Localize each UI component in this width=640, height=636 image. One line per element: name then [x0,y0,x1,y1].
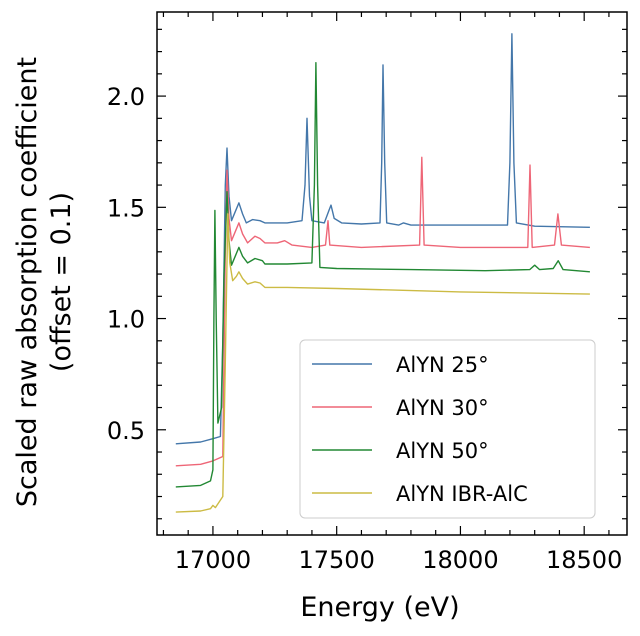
legend-label-2: AlYN 50° [396,439,489,463]
y-tick-label: 1.5 [107,194,145,222]
x-tick-label: 17500 [299,546,375,574]
y-tick-label: 1.0 [107,306,145,334]
series-line-2 [175,62,590,488]
x-tick-label: 18500 [546,546,622,574]
legend-frame [299,339,596,519]
x-tick-label: 17000 [175,546,251,574]
series-line-3 [175,213,590,513]
legend: AlYN 25° AlYN 30° AlYN 50° AlYN IBR-AlC [299,339,596,519]
legend-label-0: AlYN 25° [396,353,489,377]
x-axis-label: Energy (eV) [300,592,459,623]
y-tick-label: 2.0 [107,83,145,111]
legend-label-1: AlYN 30° [396,396,489,420]
legend-label-3: AlYN IBR-AlC [396,482,528,506]
series-layer [175,33,590,513]
x-tick-label: 18000 [422,546,498,574]
tick-layer: 17000 17500 18000 18500 0.5 1.0 1.5 2.0 [107,12,627,574]
y-tick-label: 0.5 [107,417,145,445]
y-axis-label-line1: Scaled raw absorption coefficient [12,57,43,507]
y-axis-label-line2: (offset = 0.1) [46,192,77,372]
series-line-1 [175,156,590,467]
